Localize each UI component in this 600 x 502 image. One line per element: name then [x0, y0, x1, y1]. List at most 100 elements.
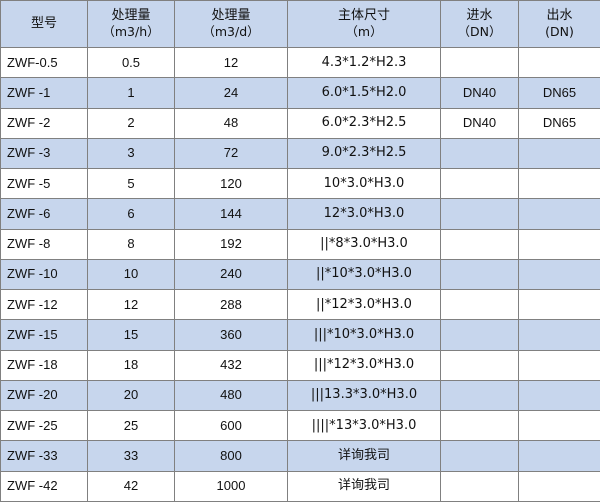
column-header-outlet-unit: (DN) — [545, 24, 574, 40]
cell-capacity-daily: 800 — [174, 440, 288, 472]
cell-capacity-hourly: 1 — [87, 77, 175, 109]
cell-capacity-hourly: 42 — [87, 470, 175, 502]
cell-inlet — [440, 379, 519, 412]
cell-capacity-hourly: 20 — [87, 379, 175, 412]
cell-model: ZWF -20 — [0, 379, 88, 412]
cell-body-dimensions: 10*3.0*H3.0 — [287, 168, 441, 200]
cell-capacity-hourly: 33 — [87, 440, 175, 472]
column-header-outlet: 出水 (DN) — [518, 0, 600, 48]
table-header: 型号 处理量 （m3/h） 处理量 （m3/d） 主体尺寸 （m） 进水 （DN… — [0, 0, 600, 48]
cell-body-dimensions: |||*10*3.0*H3.0 — [287, 319, 441, 351]
cell-capacity-daily: 240 — [174, 258, 288, 291]
cell-model: ZWF -5 — [0, 168, 88, 200]
column-header-body-dimensions-title: 主体尺寸 — [337, 8, 390, 24]
cell-capacity-hourly: 12 — [87, 289, 175, 321]
cell-outlet — [518, 289, 600, 321]
column-header-capacity-daily: 处理量 （m3/d） — [174, 0, 288, 48]
cell-model: ZWF -1 — [0, 77, 88, 109]
cell-model: ZWF -12 — [0, 289, 88, 321]
cell-outlet — [518, 470, 600, 502]
cell-body-dimensions: 12*3.0*H3.0 — [287, 198, 441, 230]
cell-capacity-daily: 480 — [174, 379, 288, 412]
cell-outlet — [518, 379, 600, 412]
cell-capacity-hourly: 0.5 — [87, 46, 175, 79]
cell-outlet — [518, 46, 600, 79]
column-header-model: 型号 — [0, 0, 88, 48]
cell-model: ZWF -10 — [0, 258, 88, 291]
table-row: ZWF -2 2 48 6.0*2.3*H2.5 DN40 DN65 — [0, 107, 600, 139]
cell-capacity-daily: 1000 — [174, 470, 288, 502]
cell-body-dimensions: 6.0*2.3*H2.5 — [287, 107, 441, 139]
cell-inlet — [440, 440, 519, 472]
table-row: ZWF -3 3 72 9.0*2.3*H2.5 — [0, 137, 600, 170]
cell-inlet — [440, 198, 519, 230]
cell-capacity-hourly: 5 — [87, 168, 175, 200]
cell-body-dimensions: |||13.3*3.0*H3.0 — [287, 379, 441, 412]
cell-body-dimensions: 9.0*2.3*H2.5 — [287, 137, 441, 170]
cell-inlet — [440, 46, 519, 79]
cell-model: ZWF -18 — [0, 349, 88, 381]
table-row: ZWF -25 25 600 ||||*13*3.0*H3.0 — [0, 410, 600, 442]
cell-body-dimensions: 6.0*1.5*H2.0 — [287, 77, 441, 109]
cell-capacity-daily: 360 — [174, 319, 288, 351]
table-row: ZWF -15 15 360 |||*10*3.0*H3.0 — [0, 319, 600, 351]
cell-inlet — [440, 319, 519, 351]
cell-capacity-daily: 72 — [174, 137, 288, 170]
cell-capacity-hourly: 8 — [87, 228, 175, 260]
cell-outlet: DN65 — [518, 107, 600, 139]
cell-inlet — [440, 168, 519, 200]
table-row: ZWF -42 42 1000 详询我司 — [0, 470, 600, 502]
cell-body-dimensions: |||*12*3.0*H3.0 — [287, 349, 441, 381]
cell-inlet: DN40 — [440, 77, 519, 109]
column-header-inlet: 进水 （DN） — [440, 0, 519, 48]
cell-inlet — [440, 228, 519, 260]
cell-body-dimensions: 详询我司 — [287, 470, 441, 502]
cell-outlet — [518, 228, 600, 260]
cell-capacity-daily: 600 — [174, 410, 288, 442]
cell-outlet — [518, 440, 600, 472]
cell-outlet — [518, 319, 600, 351]
cell-body-dimensions: ||||*13*3.0*H3.0 — [287, 410, 441, 442]
cell-outlet — [518, 137, 600, 170]
cell-model: ZWF -25 — [0, 410, 88, 442]
table-row: ZWF-0.5 0.5 12 4.3*1.2*H2.3 — [0, 46, 600, 79]
header-row: 型号 处理量 （m3/h） 处理量 （m3/d） 主体尺寸 （m） 进水 （DN… — [0, 0, 600, 48]
table-row: ZWF -18 18 432 |||*12*3.0*H3.0 — [0, 349, 600, 381]
cell-outlet — [518, 168, 600, 200]
cell-inlet — [440, 349, 519, 381]
column-header-body-dimensions: 主体尺寸 （m） — [287, 0, 441, 48]
cell-capacity-daily: 24 — [174, 77, 288, 109]
column-header-outlet-title: 出水 — [546, 8, 573, 24]
cell-capacity-daily: 432 — [174, 349, 288, 381]
cell-capacity-daily: 192 — [174, 228, 288, 260]
cell-inlet — [440, 289, 519, 321]
column-header-inlet-unit: （DN） — [457, 24, 502, 40]
column-header-capacity-hourly: 处理量 （m3/h） — [87, 0, 175, 48]
cell-body-dimensions: ||*8*3.0*H3.0 — [287, 228, 441, 260]
column-header-model-title: 型号 — [30, 15, 57, 31]
cell-capacity-hourly: 10 — [87, 258, 175, 291]
cell-inlet — [440, 258, 519, 291]
column-header-capacity-daily-unit: （m3/d） — [202, 24, 260, 40]
column-header-inlet-title: 进水 — [466, 8, 493, 24]
column-header-body-dimensions-unit: （m） — [345, 24, 383, 40]
cell-body-dimensions: ||*10*3.0*H3.0 — [287, 258, 441, 291]
cell-capacity-daily: 288 — [174, 289, 288, 321]
cell-model: ZWF -33 — [0, 440, 88, 472]
cell-model: ZWF-0.5 — [0, 46, 88, 79]
column-header-capacity-hourly-unit: （m3/h） — [102, 24, 160, 40]
cell-model: ZWF -6 — [0, 198, 88, 230]
cell-capacity-hourly: 18 — [87, 349, 175, 381]
cell-inlet — [440, 410, 519, 442]
cell-capacity-daily: 48 — [174, 107, 288, 139]
cell-model: ZWF -8 — [0, 228, 88, 260]
table-row: ZWF -6 6 144 12*3.0*H3.0 — [0, 198, 600, 230]
cell-model: ZWF -15 — [0, 319, 88, 351]
cell-capacity-hourly: 2 — [87, 107, 175, 139]
table-row: ZWF -8 8 192 ||*8*3.0*H3.0 — [0, 228, 600, 260]
cell-model: ZWF -42 — [0, 470, 88, 502]
cell-model: ZWF -2 — [0, 107, 88, 139]
cell-outlet — [518, 198, 600, 230]
cell-capacity-daily: 12 — [174, 46, 288, 79]
